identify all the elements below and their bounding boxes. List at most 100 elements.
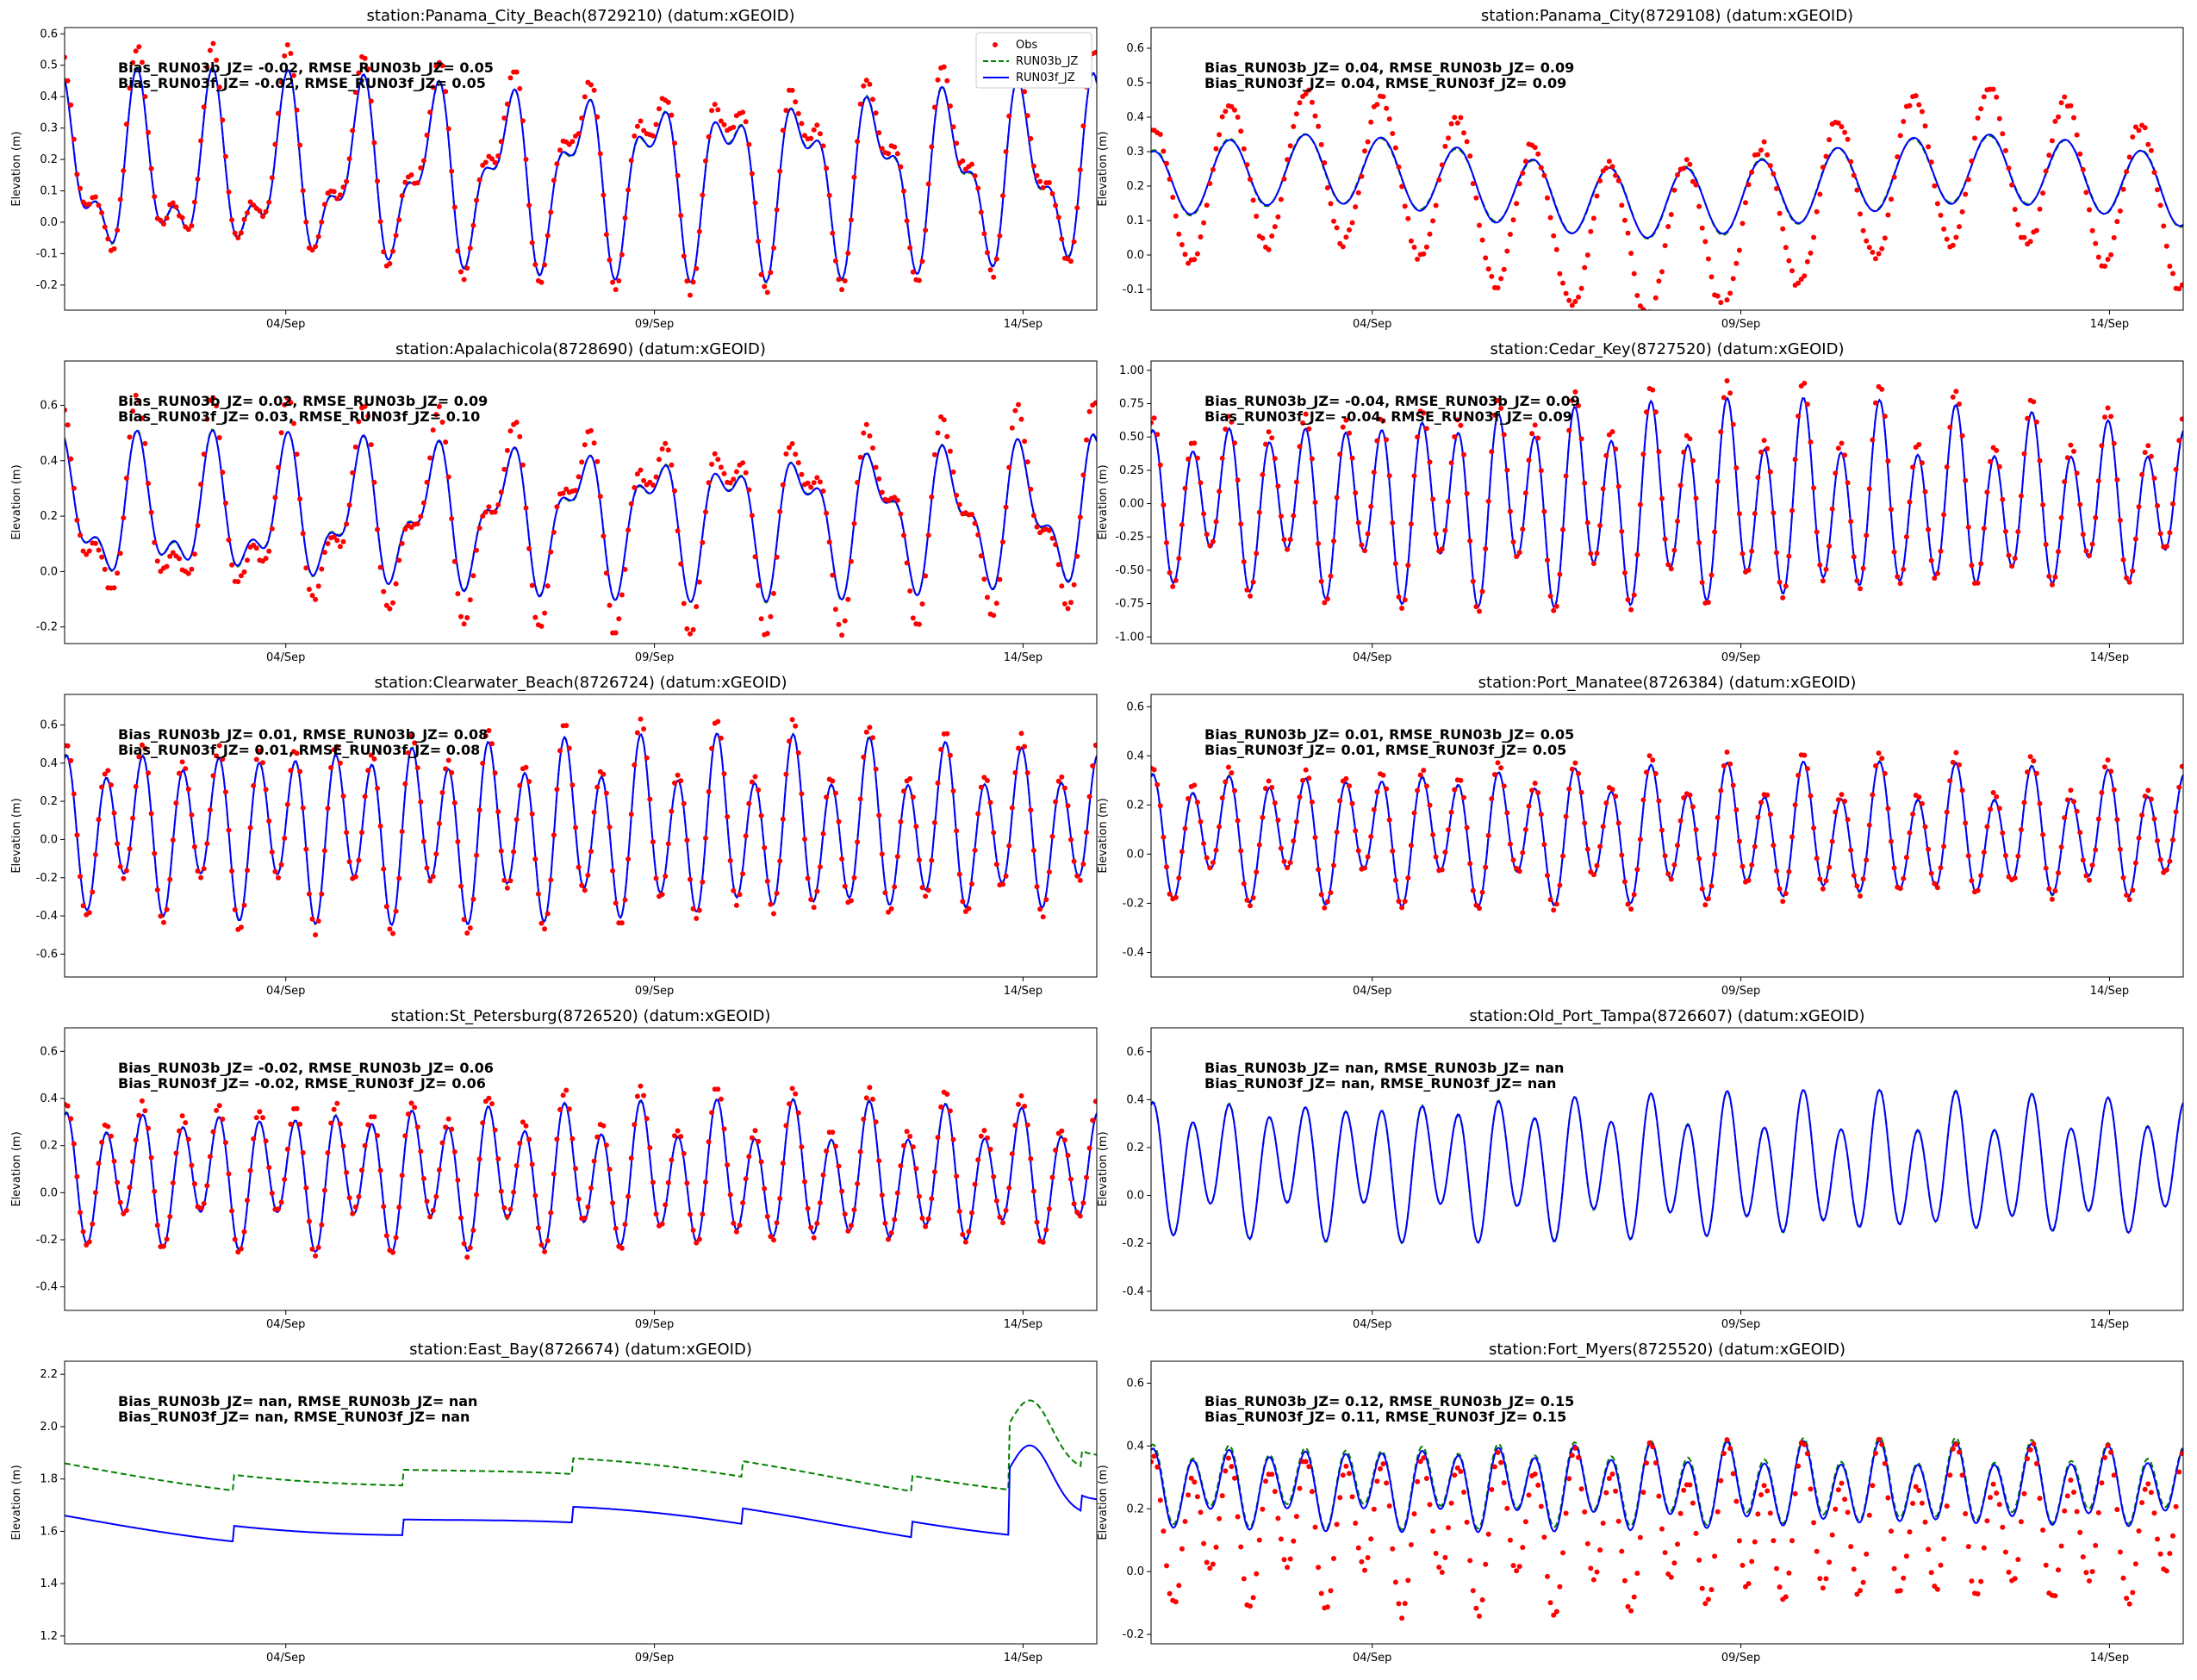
obs-point	[672, 140, 677, 146]
obs-point	[1458, 422, 1464, 428]
obs-point	[551, 832, 557, 838]
obs-point	[2015, 529, 2021, 535]
obs-point	[771, 245, 776, 251]
obs-point	[1978, 873, 1984, 879]
obs-point	[1541, 508, 1547, 514]
obs-point	[476, 177, 482, 183]
obs-point	[1192, 440, 1198, 446]
obs-point	[78, 874, 83, 880]
obs-point	[632, 762, 638, 768]
obs-point	[294, 451, 300, 457]
obs-point	[1359, 1559, 1365, 1565]
obs-point	[297, 768, 303, 775]
obs-point	[628, 1155, 634, 1161]
obs-point	[1353, 1521, 1359, 1526]
obs-point	[749, 779, 755, 785]
obs-point	[1161, 502, 1167, 508]
obs-point	[1715, 1509, 1721, 1515]
obs-point	[1656, 1493, 1662, 1499]
obs-point	[241, 902, 247, 908]
panel-title: station:Port_Manatee(8726384) (datum:xGE…	[1478, 674, 1857, 692]
obs-point	[1157, 132, 1163, 137]
y-tick-label: -0.2	[36, 1234, 58, 1247]
x-tick-label: 09/Sep	[1721, 651, 1760, 664]
obs-point	[1235, 1514, 1241, 1520]
obs-point	[1396, 1601, 1402, 1607]
obs-point	[1080, 472, 1086, 478]
obs-point	[1433, 531, 1439, 537]
obs-point	[1944, 1503, 1950, 1509]
obs-point	[455, 248, 461, 254]
obs-point	[1003, 873, 1009, 879]
obs-point	[1520, 526, 1526, 532]
obs-point	[408, 172, 414, 177]
obs-point	[455, 591, 461, 597]
panel-6: station:St_Petersburg(8726520) (datum:xG…	[10, 1007, 1098, 1331]
obs-point	[904, 218, 910, 224]
obs-point	[632, 133, 638, 139]
obs-point	[839, 856, 845, 862]
obs-point	[1331, 1556, 1336, 1561]
obs-point	[158, 913, 164, 919]
obs-point	[1386, 116, 1392, 122]
obs-point	[430, 84, 436, 90]
obs-point	[1631, 592, 1637, 598]
obs-point	[1718, 1478, 1724, 1484]
obs-point	[1811, 825, 1817, 831]
obs-point	[601, 533, 607, 539]
obs-point	[412, 1104, 418, 1111]
obs-point	[92, 852, 98, 857]
y-axis-label: Elevation (m)	[1097, 131, 1110, 206]
obs-point	[1615, 1518, 1621, 1524]
y-tick-label: 0.6	[1126, 1046, 1144, 1059]
obs-point	[1823, 153, 1829, 159]
obs-point	[916, 277, 922, 283]
obs-point	[886, 151, 891, 157]
obs-point	[997, 576, 1003, 582]
obs-point	[1996, 806, 2002, 812]
series-line-RUN03f_JZ	[1151, 1088, 2183, 1244]
obs-point	[1901, 875, 1907, 881]
obs-point	[344, 830, 350, 836]
obs-point	[1786, 258, 1792, 264]
obs-point	[278, 430, 284, 436]
obs-point	[2068, 1478, 2074, 1483]
obs-point	[1631, 892, 1637, 898]
obs-point	[882, 890, 888, 896]
y-axis-label: Elevation (m)	[1097, 1465, 1110, 1540]
obs-point	[690, 626, 696, 632]
obs-point	[92, 540, 98, 546]
obs-point	[1448, 460, 1454, 466]
obs-point	[1340, 424, 1346, 430]
obs-point	[303, 219, 309, 225]
obs-point	[1173, 213, 1179, 219]
obs-point	[613, 630, 619, 636]
obs-point	[1771, 171, 1777, 177]
obs-point	[504, 447, 510, 453]
obs-point	[966, 1229, 972, 1235]
obs-point	[591, 1158, 597, 1164]
obs-point	[365, 1122, 371, 1128]
obs-point	[931, 104, 937, 110]
obs-point	[1864, 1551, 1870, 1557]
obs-point	[923, 893, 929, 899]
obs-point	[1746, 182, 1752, 188]
obs-point	[1721, 1451, 1727, 1456]
obs-point	[1309, 99, 1315, 105]
obs-point	[90, 1221, 96, 1227]
obs-point	[954, 828, 960, 834]
panel-title: station:Apalachicola(8728690) (datum:xGE…	[395, 340, 766, 358]
obs-point	[1479, 889, 1485, 895]
obs-point	[802, 1179, 807, 1185]
obs-point	[1235, 115, 1241, 120]
obs-point	[146, 1125, 151, 1131]
obs-point	[1275, 1515, 1281, 1521]
obs-point	[1238, 128, 1244, 134]
obs-point	[1006, 1185, 1012, 1191]
obs-point	[1764, 792, 1771, 798]
obs-point	[997, 233, 1003, 239]
obs-point	[1324, 596, 1330, 602]
obs-point	[1365, 531, 1371, 537]
obs-point	[585, 872, 591, 878]
obs-point	[1399, 606, 1405, 611]
